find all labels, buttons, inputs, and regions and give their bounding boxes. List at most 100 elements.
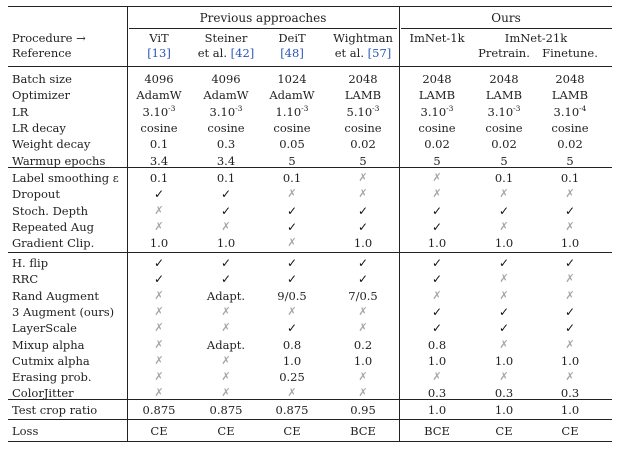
table-cell: 5.10-3 bbox=[346, 103, 380, 119]
group-rule-previous bbox=[129, 28, 397, 29]
table-cell: 4096 bbox=[144, 72, 174, 86]
cross-icon: ✗ bbox=[499, 187, 509, 201]
table-cell: BCE bbox=[350, 424, 376, 438]
cross-icon: ✗ bbox=[565, 337, 575, 351]
cross-icon: ✗ bbox=[154, 203, 164, 217]
table-cell: AdamW bbox=[136, 88, 182, 103]
table-cell: 0.1 bbox=[560, 171, 580, 185]
check-icon: ✓ bbox=[153, 256, 165, 270]
check-icon: ✓ bbox=[431, 321, 443, 336]
cross-icon: ✗ bbox=[221, 321, 231, 335]
table-cell: cosine bbox=[418, 120, 456, 135]
table-cell: cosine bbox=[273, 120, 311, 135]
cross-icon: ✗ bbox=[499, 370, 509, 384]
table-cell: 3.4 bbox=[216, 153, 236, 168]
cross-icon: ✗ bbox=[432, 288, 442, 302]
table-cell: LAMB bbox=[485, 88, 523, 103]
table-cell: cosine bbox=[485, 120, 523, 135]
check-icon: ✓ bbox=[357, 219, 369, 234]
row-label: Batch size bbox=[12, 72, 72, 86]
row-label: Loss bbox=[12, 424, 39, 438]
group-header-previous: Previous approaches bbox=[199, 11, 327, 25]
table-cell: cosine bbox=[344, 120, 382, 135]
check-icon: ✓ bbox=[357, 272, 369, 287]
cross-icon: ✗ bbox=[358, 171, 368, 184]
cross-icon: ✗ bbox=[565, 272, 575, 286]
cross-icon: ✗ bbox=[154, 337, 164, 351]
cross-icon: ✗ bbox=[287, 187, 297, 201]
table-cell: 0.3 bbox=[427, 386, 447, 401]
table-cell: 0.1 bbox=[149, 137, 169, 152]
table-cell: 0.1 bbox=[216, 171, 236, 185]
table-cell: 1024 bbox=[277, 72, 307, 86]
check-icon: ✓ bbox=[220, 203, 232, 218]
group-rule-ours bbox=[401, 28, 612, 29]
column-divider bbox=[127, 6, 128, 441]
table-cell: 0.1 bbox=[282, 171, 302, 185]
cross-icon: ✗ bbox=[499, 337, 509, 351]
group-header-ours: Ours bbox=[491, 11, 521, 25]
table-cell: 4096 bbox=[211, 72, 241, 86]
cross-icon: ✗ bbox=[565, 370, 575, 384]
table-cell: 0.95 bbox=[350, 403, 376, 417]
col-ref-steiner[interactable]: [42] bbox=[230, 46, 255, 60]
table-cell: 2048 bbox=[489, 72, 519, 86]
check-icon: ✓ bbox=[357, 256, 369, 270]
table-cell: AdamW bbox=[269, 88, 315, 103]
table-cell: 0.2 bbox=[353, 337, 373, 352]
table-cell: AdamW bbox=[203, 88, 249, 103]
check-icon: ✓ bbox=[564, 321, 576, 336]
table-cell: 1.0 bbox=[427, 403, 447, 417]
col-header-deit: DeiT bbox=[278, 31, 306, 45]
table-cell: 1.0 bbox=[353, 236, 373, 251]
row-label: Optimizer bbox=[12, 88, 71, 103]
table-cell: cosine bbox=[207, 120, 245, 135]
row-label: H. flip bbox=[12, 256, 49, 270]
table-cell: 1.0 bbox=[427, 353, 447, 368]
table-cell: 1.0 bbox=[149, 236, 169, 251]
row-label: Label smoothing ε bbox=[12, 171, 119, 185]
row-label: Stoch. Depth bbox=[12, 203, 88, 218]
table-cell: 0.05 bbox=[279, 137, 305, 152]
cross-icon: ✗ bbox=[154, 386, 164, 400]
col-header-steiner-line2: et al. [42] bbox=[198, 46, 255, 60]
cross-icon: ✗ bbox=[358, 304, 368, 318]
table-cell: 2048 bbox=[348, 72, 378, 86]
col-ref-vit[interactable]: [13] bbox=[147, 46, 171, 60]
check-icon: ✓ bbox=[498, 256, 510, 270]
cross-icon: ✗ bbox=[358, 187, 368, 201]
row-label: Rand Augment bbox=[12, 288, 100, 303]
reference-label: Reference bbox=[12, 46, 72, 60]
check-icon: ✓ bbox=[220, 272, 232, 287]
cross-icon: ✗ bbox=[499, 288, 509, 302]
check-icon: ✓ bbox=[286, 272, 298, 287]
table-cell: 5 bbox=[433, 153, 441, 168]
table-cell: 1.10-3 bbox=[275, 103, 309, 119]
check-icon: ✓ bbox=[498, 321, 510, 336]
col-header-imnet1k: ImNet-1k bbox=[409, 31, 465, 45]
cross-icon: ✗ bbox=[565, 219, 575, 233]
row-label: Erasing prob. bbox=[12, 370, 92, 385]
check-icon: ✓ bbox=[498, 304, 510, 319]
table-cell: 5 bbox=[500, 153, 508, 168]
table-cell: 0.1 bbox=[494, 171, 514, 185]
table-cell: 5 bbox=[566, 153, 574, 168]
row-label: Mixup alpha bbox=[12, 337, 85, 352]
col-ref-deit[interactable]: [48] bbox=[280, 46, 304, 60]
table-cell: 0.02 bbox=[491, 137, 517, 152]
row-label: Repeated Aug bbox=[12, 219, 95, 234]
cross-icon: ✗ bbox=[154, 219, 164, 233]
table-cell: CE bbox=[561, 424, 579, 438]
section-rule bbox=[8, 252, 612, 253]
cross-icon: ✗ bbox=[154, 370, 164, 384]
cross-icon: ✗ bbox=[287, 236, 297, 250]
check-icon: ✓ bbox=[431, 203, 443, 218]
cross-icon: ✗ bbox=[221, 219, 231, 233]
col-ref-wightman[interactable]: [57] bbox=[367, 46, 392, 60]
table-cell: 0.02 bbox=[424, 137, 450, 152]
table-cell: 0.875 bbox=[142, 403, 176, 417]
table-cell: 1.0 bbox=[494, 236, 514, 251]
top-rule bbox=[8, 6, 612, 8]
table-cell: 2048 bbox=[422, 72, 452, 86]
